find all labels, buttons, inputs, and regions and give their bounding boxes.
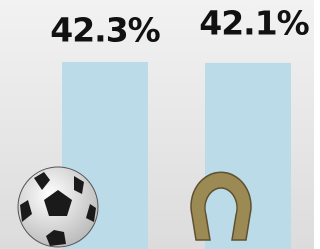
value-label: 42.1% [199, 3, 309, 42]
page: 42.3%42.1% (() => { const data = JSON.pa… [0, 0, 314, 249]
value-label: 42.3% [50, 11, 160, 50]
chart: 42.3% 42.1% [0, 0, 314, 249]
soccer-ball-icon [18, 167, 98, 247]
